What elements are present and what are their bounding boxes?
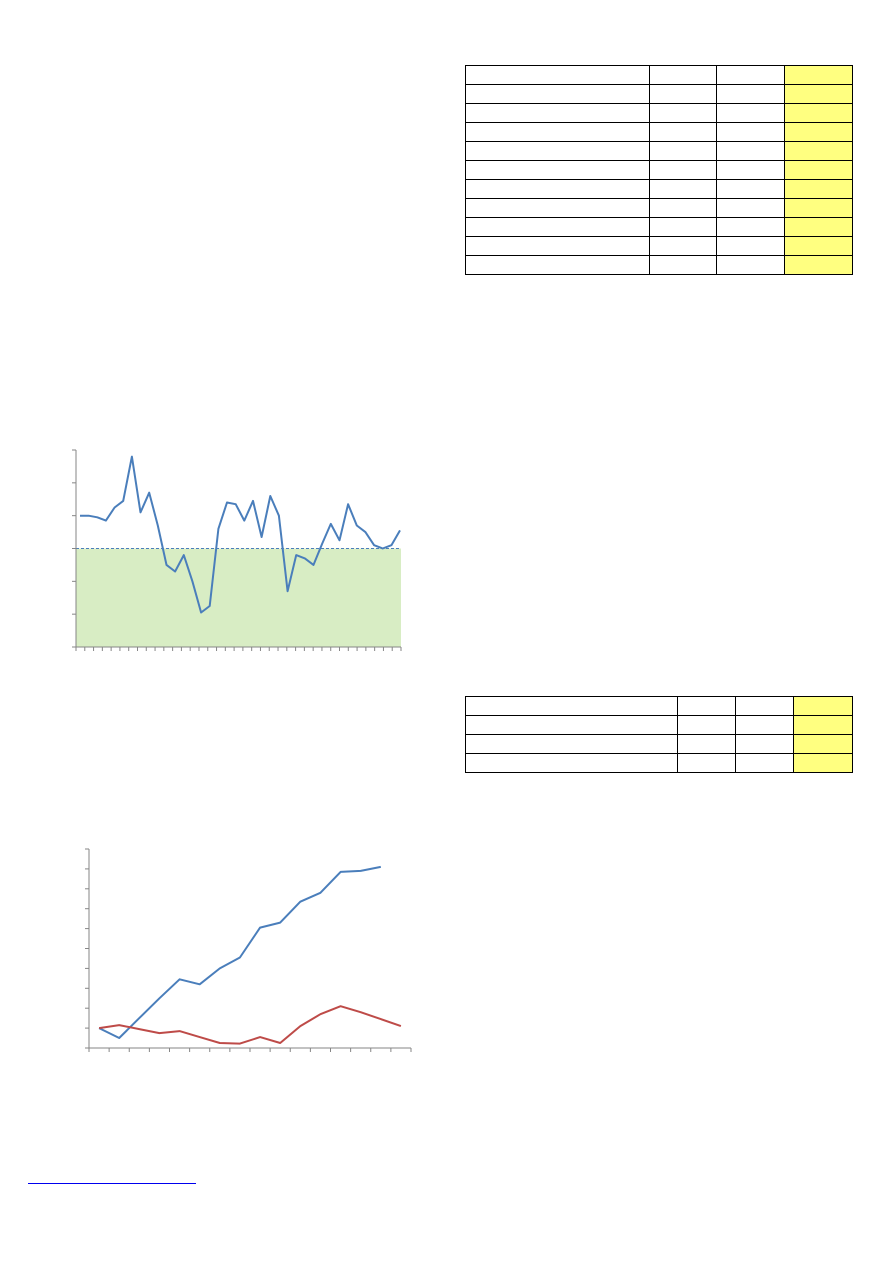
table-top-cell bbox=[784, 65, 853, 85]
table-top-cell bbox=[784, 255, 853, 275]
table-bottom-row bbox=[465, 753, 853, 773]
table-top-cell bbox=[784, 217, 853, 237]
data-table-bottom bbox=[465, 696, 853, 773]
table-bottom-cell bbox=[793, 696, 853, 716]
table-bottom-cell bbox=[793, 734, 853, 754]
threshold-band bbox=[76, 548, 401, 647]
table-top-cell bbox=[784, 198, 853, 218]
table-top-row bbox=[465, 141, 853, 161]
table-bottom-row bbox=[465, 696, 853, 716]
table-top-cell bbox=[784, 160, 853, 180]
hyperlink-underline[interactable] bbox=[28, 1183, 196, 1184]
table-top-row bbox=[465, 65, 853, 85]
table-top-cell bbox=[784, 122, 853, 142]
series-line bbox=[80, 455, 401, 614]
table-top-row bbox=[465, 160, 853, 180]
series-line-1 bbox=[98, 865, 381, 1039]
table-top-cell bbox=[784, 141, 853, 161]
table-top-cell bbox=[784, 84, 853, 104]
table-top-row bbox=[465, 255, 853, 275]
table-bottom-cell bbox=[793, 753, 853, 773]
table-top-row bbox=[465, 217, 853, 237]
table-top-row bbox=[465, 236, 853, 256]
series-line-2 bbox=[98, 1005, 402, 1045]
data-table-top bbox=[465, 65, 853, 275]
table-top-row bbox=[465, 179, 853, 199]
table-bottom-row bbox=[465, 734, 853, 754]
table-top-row bbox=[465, 198, 853, 218]
